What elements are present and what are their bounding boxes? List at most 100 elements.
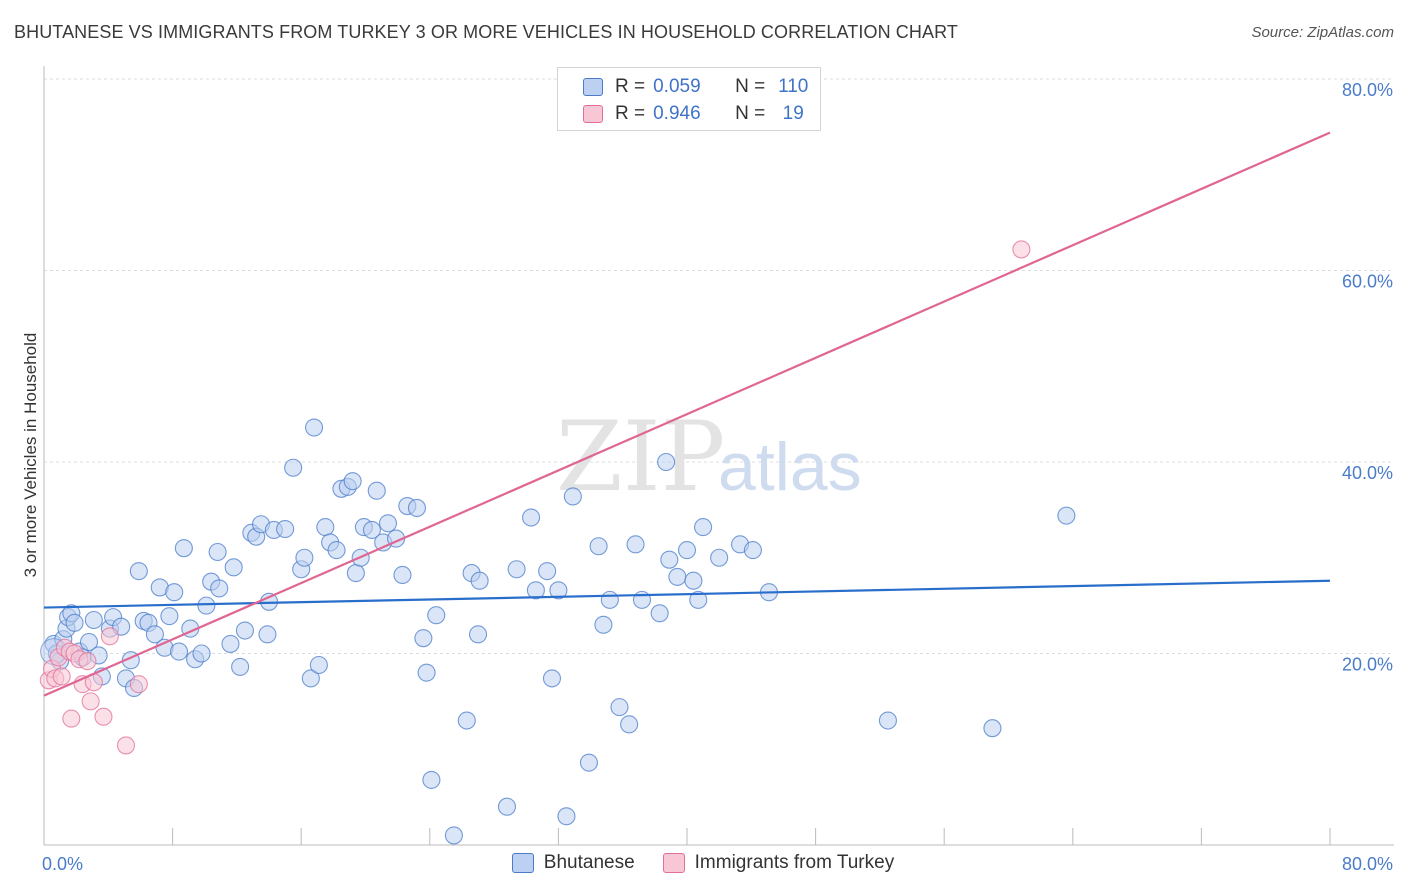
bhutanese-point: [221, 634, 240, 653]
n-value: 110: [778, 76, 809, 97]
chart-title: BHUTANESE VS IMMIGRANTS FROM TURKEY 3 OR…: [14, 22, 958, 42]
stats-legend-box: R = 0.059 N = 110 R = 0.946 N = 19: [557, 67, 821, 131]
turkey-point: [52, 667, 71, 686]
bhutanese-point: [594, 615, 613, 634]
bhutanese-legend-swatch: [511, 853, 534, 873]
bhutanese-point: [710, 548, 729, 567]
bhutanese-point: [316, 518, 335, 537]
watermark-zip: ZIP: [556, 401, 725, 513]
x-tick-label-max: 80.0%: [1342, 854, 1393, 874]
bhutanese-point: [589, 537, 608, 556]
turkey-swatch: [583, 105, 603, 123]
watermark: ZIP atlas: [556, 401, 862, 513]
turkey-trend-line: [43, 131, 1331, 697]
bhutanese-point: [393, 565, 412, 585]
bhutanese-point: [563, 487, 582, 506]
bhutanese-point: [84, 610, 103, 630]
y-tick-label: 40.0%: [1342, 463, 1393, 483]
bhutanese-point: [192, 644, 211, 663]
bhutanese-trend-line: [43, 579, 1331, 609]
y-axis-label: 3 or more Vehicles in Household: [21, 333, 40, 578]
bhutanese-point: [210, 579, 229, 598]
legend-item-bhutanese[interactable]: Bhutanese: [511, 852, 635, 874]
n-label: N =: [735, 76, 766, 97]
bhutanese-point: [620, 715, 639, 734]
bhutanese-point: [610, 698, 629, 717]
tick-labels: 20.0% 40.0% 60.0% 80.0% 0.0% 80.0%: [42, 80, 1393, 874]
axes: [43, 66, 1394, 846]
turkey-point: [78, 652, 97, 671]
bhutanese-point: [526, 581, 545, 600]
watermark-atlas: atlas: [718, 429, 862, 505]
bhutanese-point: [694, 518, 713, 537]
legend-label: Bhutanese: [543, 852, 635, 873]
bhutanese-point: [660, 550, 679, 569]
bhutanese-point: [983, 719, 1002, 738]
bhutanese-point: [427, 606, 446, 625]
bhutanese-point: [878, 711, 897, 730]
turkey-point: [1012, 240, 1031, 259]
bhutanese-point: [444, 826, 463, 845]
bhutanese-point: [362, 520, 381, 540]
r-label: R =: [615, 76, 646, 97]
bhutanese-point: [600, 590, 619, 609]
gridlines: [44, 78, 1394, 654]
bhutanese-point: [549, 581, 568, 600]
legend-item-turkey[interactable]: Immigrants from Turkey: [662, 852, 895, 874]
bhutanese-point: [650, 604, 669, 623]
bhutanese-point: [1057, 506, 1076, 525]
series-bhutanese-points: [40, 418, 1076, 845]
bhutanese-point: [65, 613, 84, 632]
bhutanese-point: [346, 564, 365, 583]
turkey-point: [129, 675, 148, 694]
bhutanese-swatch: [583, 78, 603, 96]
turkey-point: [62, 709, 81, 728]
bhutanese-point: [258, 625, 277, 644]
bhutanese-point: [276, 519, 295, 539]
bhutanese-point: [309, 655, 328, 675]
bhutanese-point: [689, 590, 708, 609]
n-label: N =: [735, 103, 766, 124]
turkey-point: [94, 707, 113, 726]
bhutanese-point: [684, 571, 703, 590]
y-tick-label: 20.0%: [1342, 655, 1393, 675]
bhutanese-point: [284, 458, 303, 477]
n-value: 19: [782, 103, 804, 124]
bhutanese-point: [301, 669, 320, 688]
bhutanese-point: [470, 571, 489, 590]
series-legend: Bhutanese Immigrants from Turkey: [0, 852, 1406, 874]
turkey-point: [81, 692, 100, 711]
bhutanese-point: [235, 621, 254, 640]
bhutanese-point: [657, 452, 676, 472]
bhutanese-point: [507, 560, 526, 579]
bhutanese-point: [422, 770, 441, 789]
bhutanese-point: [367, 481, 386, 500]
turkey-point: [116, 736, 136, 755]
stats-row-turkey: R = 0.946 N = 19: [583, 101, 813, 127]
bhutanese-point: [626, 535, 645, 554]
bhutanese-point: [677, 541, 697, 560]
turkey-legend-swatch: [662, 853, 685, 873]
bhutanese-point: [174, 539, 193, 558]
bhutanese-point: [414, 629, 433, 648]
bhutanese-point: [327, 541, 346, 560]
bhutanese-point: [305, 418, 324, 437]
bhutanese-point: [417, 663, 436, 682]
bhutanese-point: [542, 669, 562, 688]
r-value: 0.059: [653, 76, 701, 97]
bhutanese-point: [169, 642, 189, 661]
bhutanese-point: [224, 558, 243, 577]
stats-row-bhutanese: R = 0.059 N = 110: [583, 74, 813, 100]
legend-label: Immigrants from Turkey: [694, 852, 895, 873]
bhutanese-point: [668, 567, 687, 586]
bhutanese-point: [208, 542, 227, 562]
bhutanese-point: [79, 632, 99, 652]
bhutanese-point: [197, 596, 216, 615]
trend-lines: [43, 131, 1331, 697]
bhutanese-point: [468, 625, 488, 644]
x-tick-label-min: 0.0%: [42, 854, 83, 874]
bhutanese-point: [231, 657, 250, 676]
turkey-point: [100, 627, 119, 646]
bhutanese-point: [743, 541, 762, 560]
